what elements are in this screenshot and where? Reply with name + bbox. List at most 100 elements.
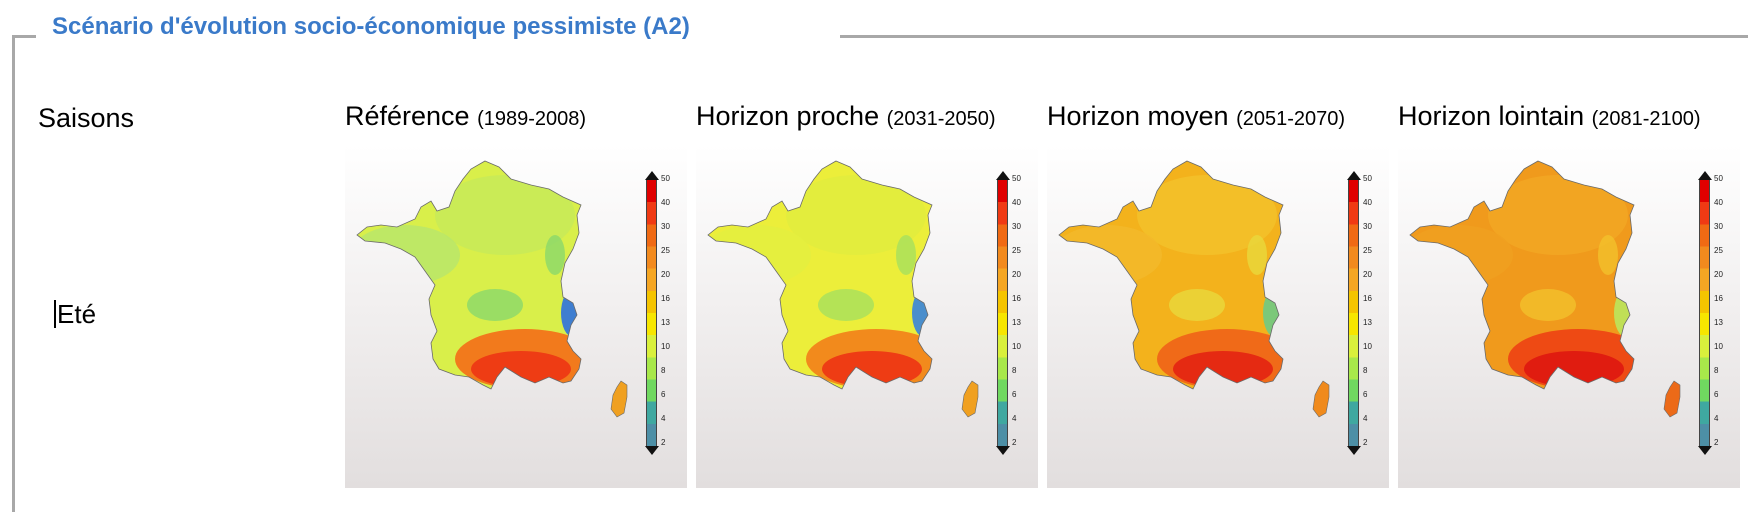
column-title-text: Horizon moyen	[1047, 101, 1237, 131]
colorbar-tick-label: 30	[661, 222, 670, 231]
map-mediterranean-region	[1524, 351, 1624, 387]
column-title-4: Horizon lointain (2081-2100)	[1398, 101, 1701, 132]
france-map	[1058, 160, 1330, 418]
colorbar	[997, 179, 1008, 447]
map-east-patch	[545, 235, 565, 275]
colorbar	[1348, 179, 1359, 447]
map-west-region	[357, 225, 460, 285]
colorbar-arrow-down-icon	[1347, 446, 1361, 455]
column-period: (1989-2008)	[477, 108, 587, 130]
fieldset-border-top-left	[12, 35, 36, 38]
map-central-patch	[467, 289, 523, 321]
column-title-1: Référence (1989-2008)	[345, 101, 586, 132]
seasons-header: Saisons	[38, 103, 135, 133]
colorbar-arrow-up-icon	[996, 171, 1010, 180]
colorbar-tick-label: 25	[1012, 246, 1021, 255]
column-title-text: Horizon proche	[696, 101, 887, 131]
map-alps-region	[561, 289, 581, 337]
colorbar-tick-label: 2	[1363, 438, 1368, 447]
colorbar-tick-label: 40	[1714, 198, 1723, 207]
fieldset-border-left	[12, 35, 15, 512]
colorbar-tick-label: 10	[1012, 342, 1021, 351]
colorbar-tick-label: 16	[1714, 294, 1723, 303]
colorbar-tick-label: 8	[1363, 366, 1368, 375]
colorbar-tick-label: 50	[1363, 174, 1372, 183]
map-west-region	[1059, 225, 1162, 285]
colorbar-tick-label: 16	[1363, 294, 1372, 303]
fieldset-border-top-right	[840, 35, 1748, 38]
temperature-map-panel-3: 50 40 30 25 20 16 13 10 8 6 4 2	[1047, 145, 1389, 488]
map-mediterranean-region	[822, 351, 922, 387]
colorbar	[646, 179, 657, 447]
colorbar-tick-label: 10	[1363, 342, 1372, 351]
corsica-island	[961, 380, 979, 418]
colorbar-arrow-up-icon	[645, 171, 659, 180]
colorbar-arrow-up-icon	[1347, 171, 1361, 180]
colorbar-tick-label: 4	[1012, 414, 1017, 423]
colorbar-tick-label: 8	[1714, 366, 1719, 375]
colorbar-tick-label: 8	[661, 366, 666, 375]
colorbar-tick-label: 20	[1363, 270, 1372, 279]
colorbar-tick-label: 13	[1363, 318, 1372, 327]
temperature-map-panel-1: 50 40 30 25 20 16 13 10 8 6 4 2	[345, 145, 687, 488]
column-title-2: Horizon proche (2031-2050)	[696, 101, 996, 132]
colorbar-tick-label: 13	[661, 318, 670, 327]
map-central-patch	[818, 289, 874, 321]
season-text: Eté	[57, 299, 97, 329]
colorbar-tick-label: 50	[1714, 174, 1723, 183]
colorbar-tick-label: 8	[1012, 366, 1017, 375]
map-north-region	[786, 175, 926, 255]
france-map	[356, 160, 628, 418]
corsica-island	[1312, 380, 1330, 418]
colorbar-tick-label: 20	[661, 270, 670, 279]
colorbar-tick-label: 40	[1012, 198, 1021, 207]
colorbar-tick-label: 2	[1012, 438, 1017, 447]
colorbar-tick-label: 16	[661, 294, 670, 303]
temperature-map-panel-4: 50 40 30 25 20 16 13 10 8 6 4 2	[1398, 145, 1740, 488]
column-title-text: Référence	[345, 101, 478, 131]
map-west-region	[708, 225, 811, 285]
map-west-region	[1410, 225, 1513, 285]
corsica-island	[1663, 380, 1681, 418]
column-title-3: Horizon moyen (2051-2070)	[1047, 101, 1345, 132]
colorbar-tick-label: 10	[661, 342, 670, 351]
colorbar-tick-label: 20	[1012, 270, 1021, 279]
map-north-region	[1488, 175, 1628, 255]
map-alps-region	[1614, 289, 1634, 337]
corsica-island	[610, 380, 628, 418]
colorbar-tick-label: 4	[1714, 414, 1719, 423]
colorbar-tick-label: 30	[1012, 222, 1021, 231]
colorbar-tick-label: 6	[1714, 390, 1719, 399]
column-period: (2031-2050)	[886, 108, 996, 130]
map-alps-region	[1263, 289, 1283, 337]
colorbar-tick-label: 4	[1363, 414, 1368, 423]
colorbar-tick-label: 10	[1714, 342, 1723, 351]
temperature-map-panel-2: 50 40 30 25 20 16 13 10 8 6 4 2	[696, 145, 1038, 488]
column-period: (2081-2100)	[1591, 108, 1701, 130]
colorbar-tick-label: 30	[1714, 222, 1723, 231]
colorbar-tick-label: 13	[1714, 318, 1723, 327]
map-outline	[707, 160, 933, 390]
colorbar-arrow-up-icon	[1698, 171, 1712, 180]
map-outline	[1409, 160, 1635, 390]
season-label[interactable]: Eté	[54, 299, 96, 330]
map-east-patch	[1598, 235, 1618, 275]
map-north-region	[1137, 175, 1277, 255]
column-period: (2051-2070)	[1236, 108, 1346, 130]
map-outline	[356, 160, 582, 390]
colorbar-tick-label: 50	[661, 174, 670, 183]
map-north-region	[435, 175, 575, 255]
colorbar-arrow-down-icon	[996, 446, 1010, 455]
colorbar	[1699, 179, 1710, 447]
colorbar-tick-label: 40	[661, 198, 670, 207]
map-outline	[1058, 160, 1284, 390]
colorbar-tick-label: 2	[661, 438, 666, 447]
map-central-patch	[1520, 289, 1576, 321]
colorbar-tick-label: 20	[1714, 270, 1723, 279]
colorbar-tick-label: 50	[1012, 174, 1021, 183]
colorbar-tick-label: 25	[1714, 246, 1723, 255]
france-map	[1409, 160, 1681, 418]
map-east-patch	[1247, 235, 1267, 275]
colorbar-tick-label: 4	[661, 414, 666, 423]
colorbar-tick-label: 6	[1012, 390, 1017, 399]
